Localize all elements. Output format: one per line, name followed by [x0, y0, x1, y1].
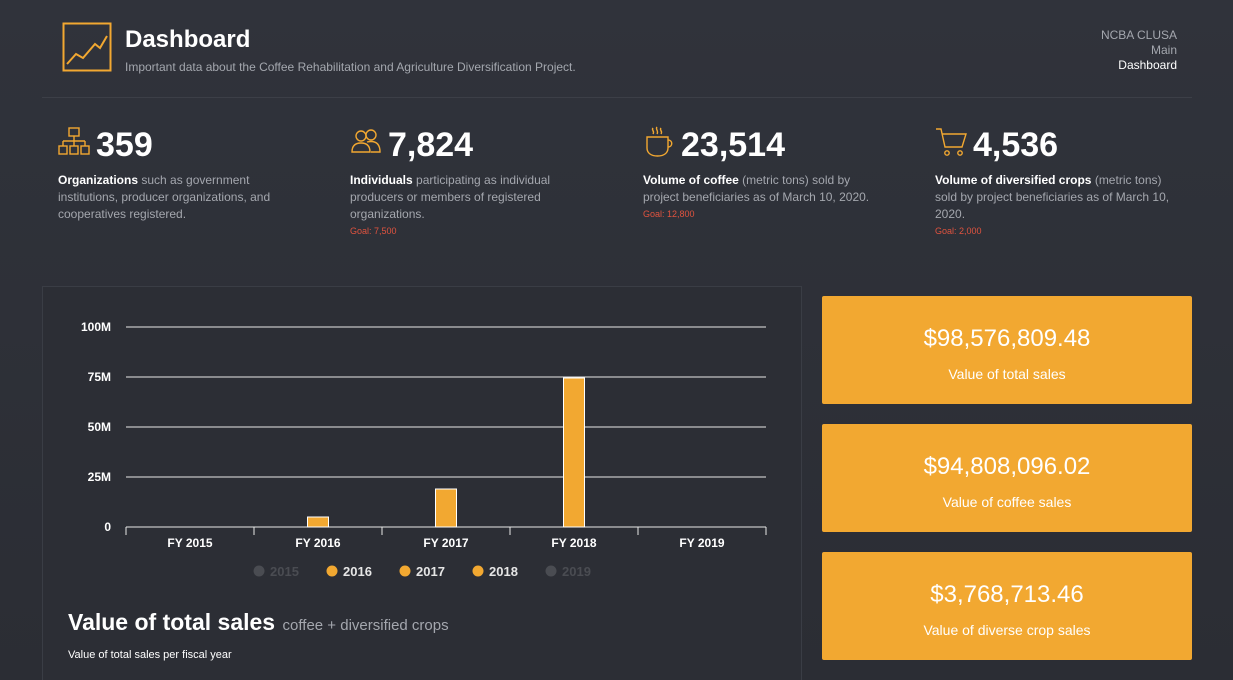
- legend-marker-2019: [545, 565, 557, 577]
- legend-marker-2015: [253, 565, 265, 577]
- y-tick-label: 75M: [88, 370, 111, 384]
- x-tick-label: FY 2016: [295, 536, 340, 550]
- card-value: $94,808,096.02: [923, 453, 1091, 480]
- card-diverse-crop-sales: $3,768,713.46 Value of diverse crop sale…: [822, 552, 1192, 660]
- x-tick-label: FY 2019: [679, 536, 724, 550]
- legend-item-2019[interactable]: 2019: [562, 564, 591, 579]
- breadcrumb-item-main[interactable]: Main: [1150, 43, 1177, 57]
- x-tick-label: FY 2017: [423, 536, 468, 550]
- card-coffee-sales: $94,808,096.02 Value of coffee sales: [822, 424, 1192, 532]
- shopping-cart-icon: [936, 128, 967, 156]
- y-tick-label: 0: [104, 520, 111, 534]
- stat-text: (metric tons) sold by project beneficiar…: [643, 173, 870, 204]
- y-tick-label: 50M: [88, 420, 111, 434]
- legend-item-2016[interactable]: 2016: [343, 564, 372, 579]
- card-label: Value of total sales: [948, 366, 1066, 382]
- bar-2017: [435, 488, 457, 528]
- chart-title: Value of total sales: [68, 609, 276, 635]
- legend-item-2017[interactable]: 2017: [416, 564, 445, 579]
- stat-value: 23,514: [681, 126, 785, 164]
- card-label: Value of diverse crop sales: [923, 622, 1091, 638]
- legend-marker-2017: [399, 565, 411, 577]
- stat-description: Organizations such as government institu…: [58, 172, 298, 223]
- stat-label: Individuals: [350, 173, 413, 187]
- page-subtitle: Important data about the Coffee Rehabili…: [125, 60, 576, 74]
- sales-chart-panel: 0 25M 50M 75M 100M FY 2015 FY 2016 FY 2017 FY 20…: [42, 286, 802, 680]
- header-divider: [42, 97, 1192, 98]
- chart-subtitle: coffee + diversified crops: [282, 617, 449, 634]
- stat-description: Volume of diversified crops (metric tons…: [935, 172, 1175, 237]
- y-tick-label: 100M: [81, 320, 111, 334]
- legend-marker-2016: [326, 565, 338, 577]
- stat-text: (metric tons) sold by project beneficiar…: [935, 173, 1170, 221]
- sales-bar-chart: 0 25M 50M 75M 100M FY 2015 FY 2016 FY 2017 FY 20…: [81, 320, 767, 579]
- stat-value: 4,536: [973, 126, 1059, 164]
- stat-goal: Goal: 7,500: [350, 226, 397, 236]
- legend-marker-2018: [472, 565, 484, 577]
- card-value: $3,768,713.46: [930, 581, 1084, 608]
- card-label: Value of coffee sales: [942, 494, 1072, 510]
- org-chart-icon: [58, 127, 90, 155]
- stat-label: Organizations: [58, 173, 139, 187]
- breadcrumb-item-org[interactable]: NCBA CLUSA: [1100, 28, 1177, 42]
- stat-label: Volume of coffee: [643, 173, 739, 187]
- line-chart-icon: [62, 22, 112, 72]
- people-icon: [351, 129, 381, 153]
- chart-heading: Value of total sales coffee + diversifie…: [68, 609, 449, 636]
- coffee-cup-icon: [646, 126, 673, 157]
- stat-goal: Goal: 2,000: [935, 226, 982, 236]
- stat-text: participating as individual producers or…: [350, 173, 551, 221]
- legend-item-2018[interactable]: 2018: [489, 564, 518, 579]
- stat-value: 359: [96, 126, 153, 164]
- card-value: $98,576,809.48: [923, 325, 1091, 352]
- y-tick-label: 25M: [88, 470, 111, 484]
- breadcrumb: NCBA CLUSA Main Dashboard: [1101, 28, 1177, 73]
- x-tick-label: FY 2018: [551, 536, 596, 550]
- breadcrumb-item-current: Dashboard: [1118, 58, 1177, 72]
- stat-description: Individuals participating as individual …: [350, 172, 590, 237]
- bar-2018: [563, 377, 585, 528]
- stat-goal: Goal: 12,800: [643, 209, 695, 219]
- chart-caption: Value of total sales per fiscal year: [68, 649, 232, 661]
- page-title: Dashboard: [125, 26, 251, 53]
- bar-2016: [307, 516, 329, 528]
- stat-value: 7,824: [388, 126, 474, 164]
- page-header: Dashboard Important data about the Coffe…: [62, 22, 1177, 82]
- stat-label: Volume of diversified crops: [935, 173, 1092, 187]
- stat-description: Volume of coffee (metric tons) sold by p…: [643, 172, 883, 220]
- card-total-sales: $98,576,809.48 Value of total sales: [822, 296, 1192, 404]
- x-tick-label: FY 2015: [167, 536, 212, 550]
- stat-text: such as government institutions, produce…: [58, 173, 271, 221]
- legend-item-2015[interactable]: 2015: [270, 564, 299, 579]
